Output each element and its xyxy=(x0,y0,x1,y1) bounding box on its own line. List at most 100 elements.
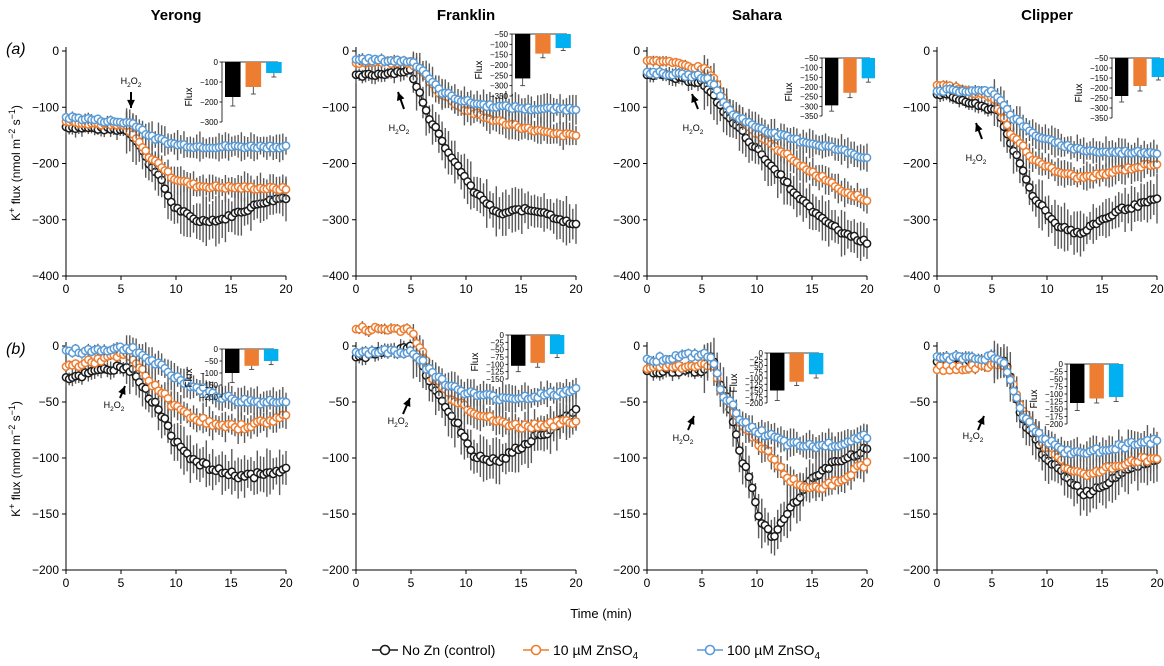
inset-tick-label: −150 xyxy=(200,381,219,390)
inset-bar xyxy=(266,62,282,73)
data-point xyxy=(409,329,418,339)
legend-marker xyxy=(704,644,716,656)
y-tick-label: −100 xyxy=(32,100,59,114)
inset-bar-chart: 0−25−50−75−100−125−150 Flux xyxy=(470,331,565,384)
data-point xyxy=(1152,194,1162,203)
y-tick-label: −400 xyxy=(903,269,930,283)
h2o2-arrowhead xyxy=(403,398,411,407)
data-point xyxy=(1002,367,1012,377)
inset-tick-label: −150 xyxy=(490,51,509,60)
inset-tick-label: −50 xyxy=(1094,54,1108,63)
inset-y-label: Flux xyxy=(784,83,795,102)
data-point xyxy=(770,455,779,464)
data-point xyxy=(709,359,719,369)
inset-bar xyxy=(535,34,551,54)
y-tick-label: −150 xyxy=(32,507,59,521)
y-tick-label: −50 xyxy=(39,395,60,409)
h2o2-label: H2O2 xyxy=(388,416,409,429)
series-0 xyxy=(351,63,581,246)
data-point xyxy=(281,463,291,473)
inset-tick-label: −50 xyxy=(804,54,818,63)
data-point xyxy=(163,421,173,431)
x-tick-label: 5 xyxy=(989,282,996,296)
h2o2-label: H2O2 xyxy=(673,433,694,446)
inset-tick-label: −125 xyxy=(1045,398,1064,407)
column-title-sahara: Sahara xyxy=(732,7,783,24)
x-tick-label: 20 xyxy=(1150,282,1164,296)
inset-tick-label: −200 xyxy=(200,98,219,107)
inset-tick-label: −50 xyxy=(494,30,508,39)
inset-bar-chart: −50−100−150−200−250−300−350 Flux xyxy=(1074,54,1164,123)
h2o2-arrowhead xyxy=(977,416,985,425)
legend-label-0: No Zn (control) xyxy=(402,642,495,658)
x-tick-label: 15 xyxy=(224,576,238,590)
x-tick-label: 0 xyxy=(353,282,360,296)
inset-tick-label: −100 xyxy=(745,374,764,383)
x-tick-label: 10 xyxy=(1040,576,1054,590)
data-point xyxy=(763,524,773,534)
inset-tick-label: −175 xyxy=(1045,413,1064,422)
data-point xyxy=(1015,158,1025,168)
x-tick-label: 10 xyxy=(459,282,473,296)
x-tick-label: 10 xyxy=(169,576,183,590)
data-point xyxy=(862,196,872,206)
x-tick-label: 20 xyxy=(860,282,874,296)
y-tick-label: −200 xyxy=(32,563,59,577)
inset-bar xyxy=(770,353,785,391)
inset-tick-label: −75 xyxy=(749,368,763,377)
inset-tick-label: −350 xyxy=(800,112,819,121)
y-tick-label: −300 xyxy=(32,213,59,227)
y-tick-label: −200 xyxy=(903,563,930,577)
y-tick-label: −100 xyxy=(322,100,349,114)
inset-tick-label: −150 xyxy=(486,375,505,384)
y-tick-label: 0 xyxy=(342,44,349,58)
y-axis-label: K+ flux (nmol m−2 s−1) xyxy=(7,401,23,517)
row-label: (a) xyxy=(6,41,26,58)
y-tick-label: 0 xyxy=(342,339,349,353)
data-point xyxy=(728,400,738,409)
inset-tick-label: −100 xyxy=(486,360,505,369)
series-0 xyxy=(61,349,291,499)
y-tick-label: 0 xyxy=(923,339,930,353)
x-tick-label: 20 xyxy=(569,576,583,590)
h2o2-label: H2O2 xyxy=(389,123,410,136)
data-point xyxy=(1025,183,1034,192)
data-point xyxy=(1005,375,1015,385)
inset-bar xyxy=(530,335,545,363)
data-point xyxy=(1015,403,1025,413)
inset-bar-chart: 0−25−50−75−100−125−150−175−200 Flux xyxy=(729,349,824,408)
series-2 xyxy=(932,345,1162,468)
y-tick-label: −150 xyxy=(322,507,349,521)
inset-bar xyxy=(225,349,240,373)
inset-bar xyxy=(1133,58,1147,86)
data-point xyxy=(434,129,444,139)
inset-bar xyxy=(555,34,571,49)
row-label: (b) xyxy=(6,341,26,358)
y-tick-label: −150 xyxy=(903,507,930,521)
y-tick-label: −100 xyxy=(32,451,59,465)
y-tick-label: −400 xyxy=(32,269,59,283)
inset-tick-label: −75 xyxy=(490,353,504,362)
y-tick-label: −100 xyxy=(903,451,930,465)
panel-b-yerong: 0 −50 −100 −150 −200 0 5 10 15 20 H2O2 0 −50 −100 −150… xyxy=(32,335,293,590)
panel-a-yerong: 0 −100 −200 −300 −400 0 5 10 15 20 H2O2 0 −100 −200 −3… xyxy=(32,44,293,296)
legend-marker xyxy=(379,644,391,656)
data-point xyxy=(862,239,872,248)
data-point xyxy=(571,105,581,115)
data-point xyxy=(862,153,872,163)
inset-y-label-text: Flux xyxy=(784,83,795,102)
h2o2-arrowhead xyxy=(975,123,983,132)
y-tick-label: 0 xyxy=(52,44,59,58)
inset-y-label-text: Flux xyxy=(184,88,195,107)
y-tick-label: −400 xyxy=(322,269,349,283)
data-point xyxy=(770,531,779,541)
inset-bar xyxy=(245,62,262,87)
x-tick-label: 15 xyxy=(224,282,238,296)
h2o2-label: H2O2 xyxy=(683,123,704,136)
data-point xyxy=(754,511,763,521)
x-tick-label: 0 xyxy=(934,576,941,590)
data-point xyxy=(571,404,581,414)
inset-tick-label: −150 xyxy=(1045,405,1064,414)
inset-bar xyxy=(1151,58,1164,77)
